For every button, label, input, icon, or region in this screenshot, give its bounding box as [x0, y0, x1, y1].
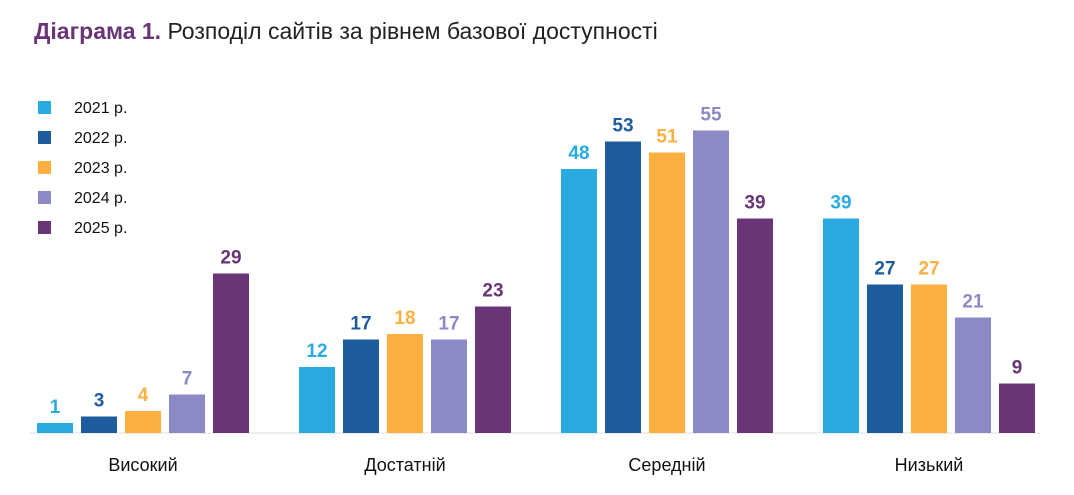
data-label: 29: [220, 248, 241, 269]
bar: [911, 284, 947, 433]
legend-swatch: [38, 191, 51, 204]
legend-label: 2025 р.: [74, 220, 127, 237]
legend-label: 2023 р.: [74, 160, 127, 177]
x-tick-label: Низький: [895, 455, 964, 475]
legend-label: 2022 р.: [74, 130, 127, 147]
bar: [561, 169, 597, 433]
data-label: 55: [700, 105, 722, 126]
bar: [823, 218, 859, 433]
data-label: 21: [962, 292, 984, 313]
legend-label: 2021 р.: [74, 100, 127, 117]
data-label: 17: [438, 314, 459, 335]
bar: [475, 306, 511, 433]
data-label: 39: [744, 193, 765, 214]
data-label: 1: [50, 397, 61, 418]
bar: [299, 367, 335, 433]
data-label: 3: [94, 391, 105, 412]
data-label: 7: [182, 369, 193, 390]
chart-title-prefix: Діаграма 1.: [34, 18, 162, 44]
legend-swatch: [38, 161, 51, 174]
legend-swatch: [38, 131, 51, 144]
bar: [605, 141, 641, 433]
data-label: 27: [874, 259, 895, 280]
chart-title-text: Розподіл сайтів за рівнем базової доступ…: [167, 18, 658, 44]
bar: [81, 416, 117, 433]
bar: [999, 383, 1035, 433]
data-label: 18: [394, 308, 415, 329]
data-label: 51: [656, 127, 678, 148]
bar: [867, 284, 903, 433]
legend-label: 2024 р.: [74, 190, 127, 207]
data-label: 23: [482, 281, 503, 302]
bar: [37, 423, 73, 433]
data-label: 4: [138, 385, 149, 406]
bar: [343, 339, 379, 433]
data-label: 39: [830, 193, 851, 214]
legend-swatch: [38, 221, 51, 234]
data-label: 48: [568, 143, 589, 164]
data-label: 12: [306, 341, 327, 362]
bar: [125, 411, 161, 433]
bar: [649, 152, 685, 433]
bar: [213, 273, 249, 433]
bar: [387, 334, 423, 433]
chart-title: Діаграма 1. Розподіл сайтів за рівнем ба…: [34, 18, 658, 45]
bar: [737, 218, 773, 433]
data-label: 53: [612, 116, 633, 137]
x-tick-label: Високий: [108, 455, 177, 475]
bar: [693, 130, 729, 433]
x-tick-label: Середній: [628, 455, 705, 475]
legend-swatch: [38, 101, 51, 114]
bar: [955, 317, 991, 433]
data-label: 9: [1012, 358, 1023, 379]
bar: [169, 394, 205, 433]
x-tick-label: Достатній: [364, 455, 445, 475]
data-label: 27: [918, 259, 939, 280]
bar: [431, 339, 467, 433]
data-label: 17: [350, 314, 371, 335]
